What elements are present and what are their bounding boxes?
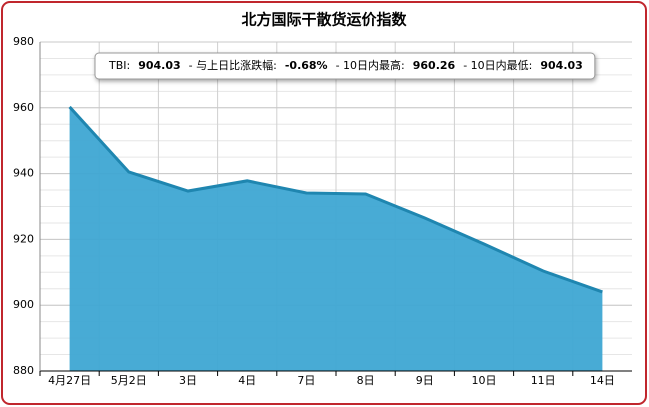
annotation-label: - 10日内最低: (463, 58, 532, 72)
annotation-label: TBI: (108, 59, 130, 72)
chart-title: 北方国际干散货运价指数 (241, 11, 407, 29)
y-tick-label: 980 (13, 35, 34, 48)
y-tick-label: 940 (13, 167, 34, 180)
annotation-label: - 与上日比涨跌幅: (189, 58, 277, 72)
annotation-value: 960.26 (413, 59, 456, 72)
x-tick-label: 4月27日 (48, 374, 91, 387)
x-tick-label: 5月2日 (111, 374, 147, 387)
annotation-value: 904.03 (138, 59, 180, 72)
annotation-box (94, 52, 596, 80)
x-tick-label: 11日 (531, 374, 556, 387)
x-tick-label: 9日 (416, 374, 434, 387)
area (69, 106, 603, 371)
y-tick-label: 920 (13, 232, 34, 245)
x-tick-label: 7日 (297, 374, 315, 387)
line (68, 105, 603, 294)
y-tick-label: 880 (13, 364, 34, 377)
annotation-value: -0.68% (285, 59, 328, 72)
x-tick-label: 14日 (590, 374, 615, 387)
y-tick-label: 900 (13, 298, 34, 311)
x-tick-label: 3日 (179, 374, 197, 387)
x-tick-label: 4日 (238, 374, 256, 387)
annotation-label: - 10日内最高: (336, 58, 405, 72)
x-tick-label: 8日 (357, 374, 375, 387)
annotation-value: 904.03 (540, 59, 582, 72)
x-tick-label: 10日 (472, 374, 497, 387)
y-tick-label: 960 (13, 101, 34, 114)
